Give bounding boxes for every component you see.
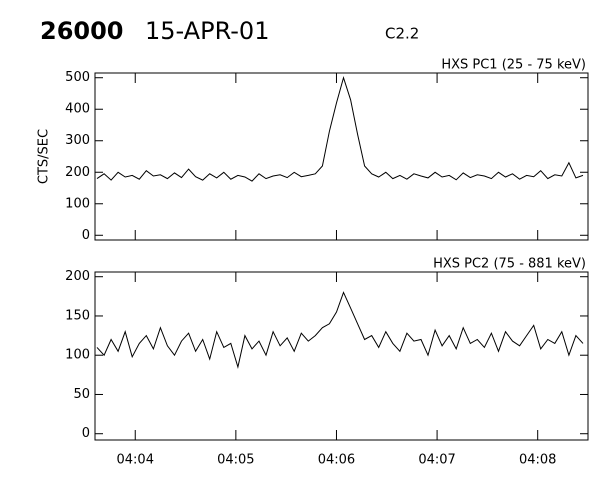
x-tick-label: 04:06 [318, 453, 355, 468]
y-tick-label: 0 [82, 426, 90, 441]
y-tick-label: 0 [82, 228, 90, 243]
x-tick-label: 04:04 [117, 453, 154, 468]
y-tick-label: 500 [65, 70, 90, 85]
x-tick-label: 04:08 [519, 453, 556, 468]
plot-frame [94, 271, 589, 441]
event-number: 26000 [40, 17, 124, 45]
y-tick-label: 50 [73, 387, 90, 402]
panel-title: HXS PC2 (75 - 881 keV) [433, 257, 586, 272]
plot-frame [94, 72, 589, 241]
y-tick-label: 300 [65, 133, 90, 148]
y-tick-label: 200 [65, 269, 90, 284]
y-axis-label: CTS/SEC [37, 129, 52, 184]
data-line [96, 291, 584, 369]
y-tick-label: 150 [65, 308, 90, 323]
y-tick-label: 200 [65, 165, 90, 180]
x-tick-label: 04:07 [418, 453, 455, 468]
flare-class: C2.2 [385, 25, 419, 43]
x-tick-label: 04:05 [217, 453, 254, 468]
data-line [96, 75, 584, 182]
event-date: 15-APR-01 [145, 17, 269, 45]
y-tick-label: 100 [65, 348, 90, 363]
panel-title: HXS PC1 (25 - 75 keV) [441, 58, 586, 73]
y-tick-label: 100 [65, 196, 90, 211]
y-tick-label: 400 [65, 102, 90, 117]
